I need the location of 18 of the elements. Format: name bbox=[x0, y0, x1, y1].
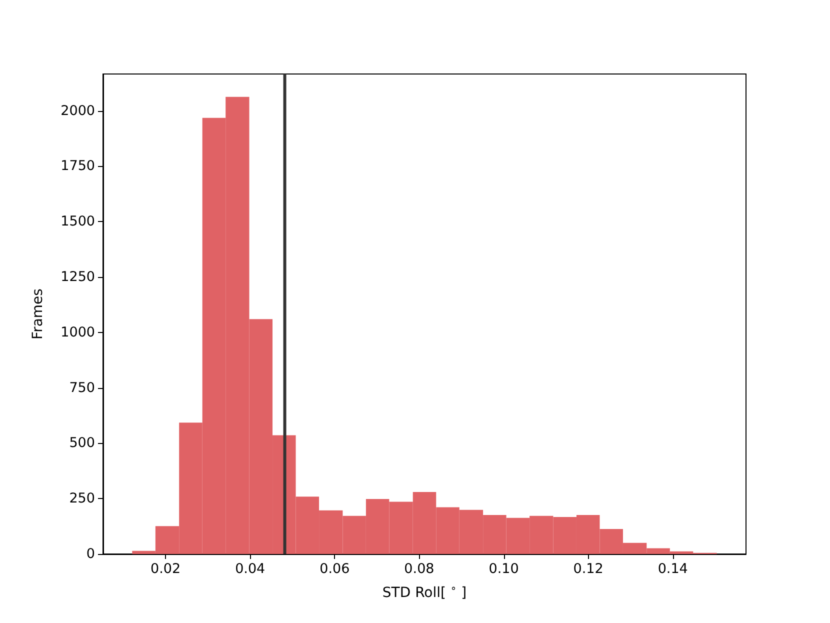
y-tick-label: 1000 bbox=[60, 324, 95, 340]
x-tick-label: 0.02 bbox=[150, 561, 181, 577]
x-tick-label: 0.12 bbox=[573, 561, 604, 577]
x-tick-label: 0.08 bbox=[404, 561, 434, 577]
y-tick-label: 750 bbox=[69, 380, 95, 396]
y-tick-label: 1500 bbox=[60, 214, 95, 230]
y-tick-label: 500 bbox=[69, 435, 95, 452]
x-tick-label: 0.04 bbox=[235, 561, 266, 577]
y-tick-label: 2000 bbox=[60, 102, 95, 119]
y-tick-label: 250 bbox=[69, 490, 95, 507]
y-axis-title: Frames bbox=[30, 288, 46, 340]
y-tick-label: 0 bbox=[86, 546, 95, 562]
y-tick-label: 1750 bbox=[60, 158, 95, 174]
x-tick-label: 0.10 bbox=[488, 561, 519, 577]
y-tick-label: 1250 bbox=[60, 268, 95, 285]
x-tick-label: 0.14 bbox=[658, 561, 688, 577]
x-axis-title: STD Roll[ ∘ ] bbox=[382, 584, 467, 601]
x-tick-label: 0.06 bbox=[320, 561, 350, 577]
